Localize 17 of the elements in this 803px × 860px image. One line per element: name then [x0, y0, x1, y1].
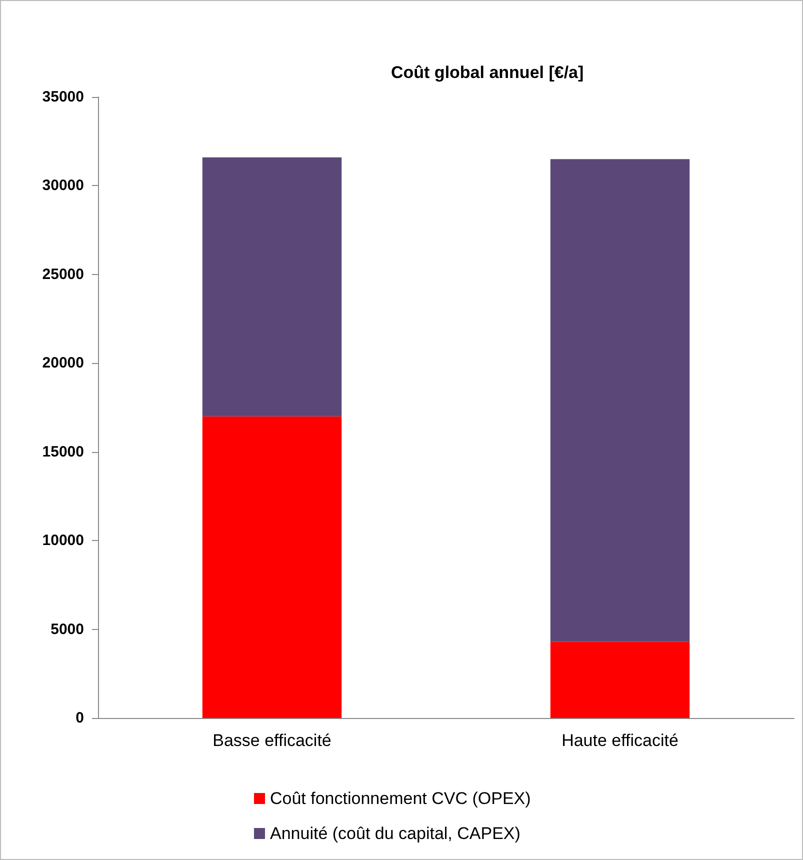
- y-tick-label: 35000: [42, 88, 84, 106]
- x-tick-label: Basse efficacité: [212, 731, 332, 750]
- y-tick-label: 30000: [42, 177, 84, 194]
- bar: [550, 159, 690, 642]
- bar: [202, 157, 342, 416]
- chart-title: Coût global annuel [€/a]: [391, 63, 584, 82]
- y-tick-label: 10000: [42, 532, 84, 550]
- y-tick-label: 0: [76, 710, 84, 726]
- y-tick-label: 15000: [42, 443, 84, 460]
- y-tick-label: 5000: [50, 620, 84, 638]
- x-tick-label: Haute efficacité: [562, 731, 678, 750]
- legend-label: Annuité (coût du capital, CAPEX): [270, 824, 520, 843]
- y-tick-label: 20000: [42, 354, 84, 372]
- bar: [202, 416, 342, 718]
- bar: [550, 642, 690, 718]
- y-tick-label: 25000: [42, 266, 84, 283]
- legend-label: Coût fonctionnement CVC (OPEX): [270, 789, 531, 808]
